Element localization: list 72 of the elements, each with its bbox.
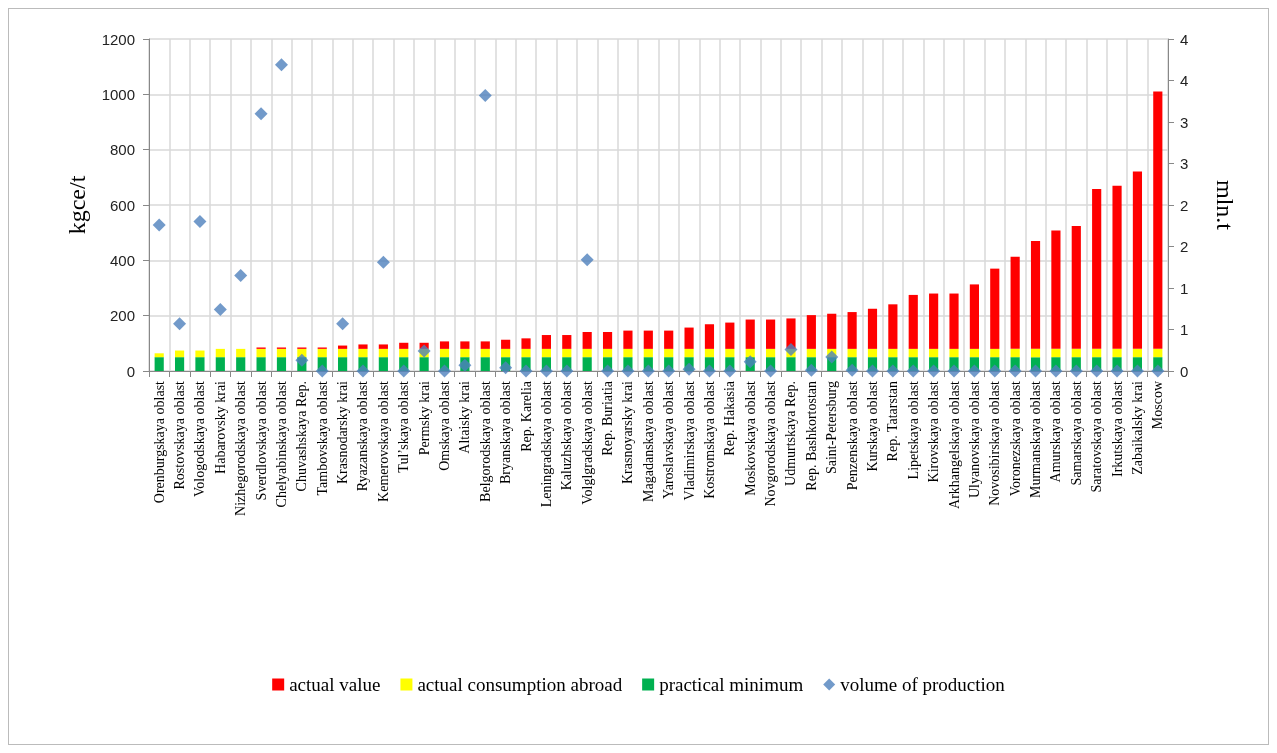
x-tick-label: Rep. Bashkortostan [803,381,819,491]
x-tick-label: Tambovskaya oblast [314,380,330,496]
x-tick-label: Altaisky krai [457,380,473,454]
y2-tick-label: 1 [1180,321,1189,338]
y2-tick-label: 3 [1180,155,1189,172]
y2-tick-label: 0 [1180,362,1189,380]
x-tick-label: Voronezskaya oblast [1007,380,1023,497]
x-tick-label: Novgorodskaya oblast [763,380,779,507]
x-tick-label: Murmanskaya oblast [1028,380,1044,499]
x-tick-label: Orenburgskaya oblast [151,380,167,504]
legend-label: actual value [289,674,381,695]
x-tick-label: Rostovskaya oblast [172,380,188,490]
x-tick-label: Rep. Tatarstan [885,381,901,462]
x-tick-label: Amurskaya oblast [1048,380,1064,483]
x-tick-label: Belgorodskaya oblast [477,380,493,502]
x-tick-label: Saratovskaya oblast [1089,380,1105,493]
x-tick-label: Moscow [1150,380,1166,430]
y-tick-label: 800 [109,141,135,159]
x-tick-label: Habarovsky krai [212,380,228,474]
x-tick-label: Irkutskaya oblast [1109,380,1125,478]
x-tick-label: Krasnodarsky krai [335,380,351,485]
y2-tick-label: 3 [1180,113,1189,131]
x-tick-label: Vologodskaya oblast [192,380,208,498]
x-tick-label: Samarskaya oblast [1068,380,1084,486]
y2-tick-label: 2 [1180,196,1189,214]
x-tick-label: Rep. Hakasia [722,380,738,456]
x-tick-label: Penzenskaya oblast [844,380,860,491]
legend-label: volume of production [840,674,1006,695]
x-tick-label: Magadanskaya oblast [640,380,656,502]
y2-tick-label: 2 [1180,238,1189,255]
y-axis-title: kgce/t [64,175,90,235]
x-tick-label: Permsky krai [416,380,432,456]
x-tick-label: Chuvashskaya Rep. [294,381,310,492]
x-tick-label: Nizhegorodskaya oblast [233,380,249,516]
x-tick-label: Lipetskaya oblast [905,380,921,480]
x-tick-label: Saint-Petersburg [824,381,840,475]
y-tick-label: 200 [109,307,135,325]
y2-axis-title: mln.t [1212,179,1238,231]
x-tick-label: Moskovskaya oblast [742,380,758,496]
x-tick-label: Kemerovskaya oblast [375,380,391,502]
x-tick-label: Kaluzhskaya oblast [559,380,575,491]
legend-label: actual consumption abroad [417,674,623,695]
x-tick-label: Chelyabinskaya oblast [273,380,289,508]
x-tick-label: Omskaya oblast [437,380,453,471]
y-tick-label: 600 [109,196,135,214]
x-tick-label: Arkhangelskaya oblast [946,380,962,509]
legend-label: practical minimum [659,674,804,695]
x-tick-label: Zabaikalsky krai [1129,380,1145,475]
x-tick-label: Volglgradskaya oblast [579,380,595,505]
x-tick-label: Yaroslavskaya oblast [661,380,677,499]
x-tick-label: Rep. Buriatia [600,380,616,456]
x-tick-label: Sverdlovskaya oblast [253,380,269,501]
x-tick-label: Leningradskaya oblast [538,380,554,508]
x-tick-label: Krasnoyarsky krai [620,380,636,485]
x-tick-label: Ryazanskaya oblast [355,380,371,492]
x-tick-label: Kostromskaya oblast [701,380,717,499]
x-tick-label: Kurskaya oblast [864,380,880,472]
x-tick-label: Ulyanovskaya oblast [966,380,982,499]
x-tick-label: Kirovskaya oblast [926,380,942,483]
y-tick-label: 400 [109,251,135,269]
x-tick-label: Tul’skaya oblast [396,380,412,473]
y-tick-label: 0 [126,362,135,380]
x-tick-label: Vladimirskaya oblast [681,380,697,501]
y2-tick-label: 4 [1180,30,1189,48]
y-tick-label: 1200 [101,30,135,48]
y2-tick-label: 4 [1180,72,1189,89]
x-tick-label: Rep. Karelia [518,380,534,452]
y2-tick-label: 1 [1180,279,1189,297]
x-tick-label: Bryanskaya oblast [498,380,514,485]
x-tick-label: Novosibirskaya oblast [987,380,1003,506]
x-tick-label: Udmurtskaya Rep. [783,381,799,486]
y-tick-label: 1000 [101,85,135,103]
